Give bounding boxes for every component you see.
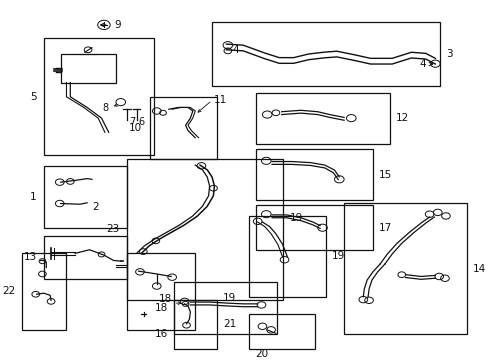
- Text: 16: 16: [155, 329, 168, 339]
- Text: 3: 3: [446, 49, 453, 59]
- Bar: [127, 253, 195, 330]
- Bar: [61, 54, 116, 82]
- Bar: [256, 149, 373, 200]
- Bar: [249, 216, 326, 297]
- Text: 7: 7: [129, 117, 135, 127]
- Text: 9: 9: [115, 20, 121, 30]
- Bar: [344, 203, 466, 334]
- Text: 5: 5: [30, 92, 37, 102]
- Text: 22: 22: [2, 287, 16, 296]
- Bar: [256, 205, 373, 250]
- Bar: [174, 300, 217, 350]
- Bar: [44, 38, 154, 156]
- Text: 4: 4: [419, 59, 426, 69]
- Bar: [174, 282, 277, 334]
- Text: 20: 20: [255, 349, 269, 359]
- Text: 12: 12: [396, 113, 409, 123]
- Text: 15: 15: [379, 170, 392, 180]
- Bar: [213, 22, 440, 86]
- Text: 18: 18: [159, 294, 172, 304]
- Text: 19: 19: [223, 293, 236, 303]
- Text: 11: 11: [214, 95, 227, 105]
- Text: 2: 2: [92, 202, 98, 212]
- Bar: [44, 166, 127, 229]
- Bar: [44, 235, 127, 279]
- Bar: [256, 93, 390, 144]
- Bar: [127, 159, 283, 300]
- Text: 21: 21: [223, 319, 236, 329]
- Text: 8: 8: [102, 103, 109, 113]
- Text: 13: 13: [24, 252, 37, 262]
- Text: 14: 14: [473, 264, 486, 274]
- Text: 18: 18: [154, 303, 168, 313]
- Bar: [22, 253, 66, 330]
- Text: 4: 4: [233, 45, 239, 55]
- Text: 23: 23: [106, 224, 120, 234]
- Bar: [249, 314, 315, 350]
- Text: 19: 19: [290, 213, 304, 224]
- Text: 19: 19: [332, 251, 345, 261]
- Text: 6: 6: [139, 117, 145, 127]
- Text: 10: 10: [129, 123, 143, 133]
- Text: 17: 17: [379, 223, 392, 233]
- Text: 1: 1: [30, 192, 37, 202]
- Bar: [149, 97, 217, 159]
